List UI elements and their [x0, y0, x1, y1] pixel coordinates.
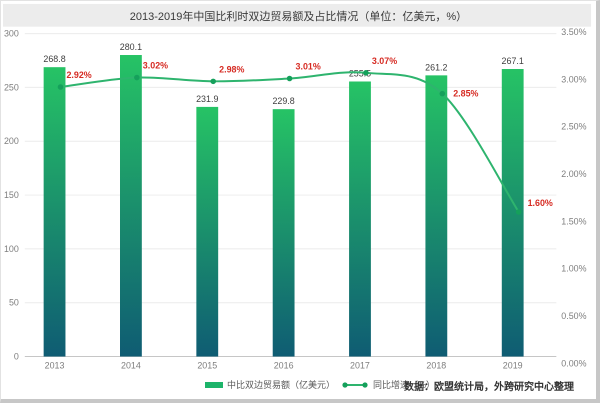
line-point-2019: [515, 209, 522, 215]
right-axis-tick: 3.00%: [561, 74, 586, 84]
line-point-2013: [57, 84, 64, 90]
line-point-2018: [439, 90, 446, 97]
legend-bar-item: 中比双边贸易额（亿美元）: [205, 378, 335, 391]
bar-2015: [196, 106, 219, 357]
year-label: 2017: [350, 360, 370, 370]
bar-value-label: 267.1: [502, 56, 524, 66]
title-bar: 2013-2019年中国比利时双边贸易额及占比情况（单位：亿美元，%）: [3, 4, 594, 27]
year-label: 2015: [197, 360, 217, 370]
right-axis-tick: 2.00%: [561, 169, 586, 179]
right-axis-tick: 3.50%: [561, 27, 586, 37]
left-axis-tick: 50: [9, 298, 19, 308]
line-point-2017: [363, 70, 369, 76]
bar-2018: [425, 75, 448, 357]
pct-label: 2.92%: [66, 70, 91, 80]
right-axis-tick: 2.50%: [561, 122, 586, 132]
pct-label: 3.02%: [143, 61, 168, 71]
bar-swatch-icon: [205, 381, 223, 388]
source-note: 数据：欧盟统计局，外跨研究中心整理: [404, 382, 574, 393]
legend-line-label: 同比增速（%）: [373, 380, 436, 390]
pct-label: 2.98%: [219, 64, 244, 74]
bar-2013: [43, 67, 66, 357]
bar-2016: [272, 109, 295, 357]
right-axis-tick: 0.50%: [561, 311, 586, 321]
right-axis-tick: 0.00%: [561, 358, 586, 368]
legend-items: 中比双边贸易额（亿美元） 同比增速（%）: [205, 378, 435, 391]
line-point-2016: [286, 75, 293, 82]
left-axis-tick: 100: [4, 244, 19, 254]
bar-value-label: 231.9: [196, 94, 218, 104]
pct-label: 3.01%: [296, 62, 321, 72]
right-axis-tick: 1.50%: [561, 216, 586, 226]
bar-value-label: 229.8: [272, 96, 294, 106]
bar-2017: [349, 81, 371, 357]
line-marker-icon: [342, 381, 368, 388]
pct-label: 1.60%: [528, 198, 553, 208]
year-label: 2013: [45, 360, 65, 370]
left-axis-tick: 200: [4, 136, 19, 146]
legend-bar-label: 中比双边贸易额（亿美元）: [227, 380, 336, 390]
line-point-2015: [210, 78, 216, 85]
left-axis-tick: 250: [4, 82, 19, 92]
bar-2019: [501, 69, 524, 357]
trade-chart: 300 250 200 150 100 50 0 3.50% 3.00% 2.50% 2.00% 1.…: [2, 3, 592, 370]
bar-value-label: 255.5: [349, 69, 371, 79]
year-label: 2016: [274, 360, 294, 370]
left-axis-tick: 0: [14, 352, 19, 362]
pct-label: 3.07%: [372, 56, 397, 66]
pct-label: 2.85%: [453, 89, 478, 99]
title-band: [2, 3, 592, 27]
legend-line-item: 同比增速（%）: [341, 378, 435, 391]
line-point-2014: [134, 74, 140, 81]
bar-value-label: 268.8: [43, 54, 65, 64]
year-label: 2019: [503, 360, 523, 370]
legend: 中比双边贸易额（亿美元） 同比增速（%） 数据：欧盟统计局，外跨研究中心整理: [1, 378, 596, 398]
bar-value-label: 280.1: [120, 42, 142, 52]
bar-2014: [120, 55, 142, 357]
year-label: 2014: [121, 360, 141, 370]
left-axis-tick: 300: [4, 29, 19, 39]
bar-value-label: 261.2: [425, 62, 447, 72]
chart-title: 2013-2019年中国比利时双边贸易额及占比情况（单位：亿美元，%）: [129, 10, 468, 23]
year-label: 2018: [426, 360, 446, 370]
right-axis-tick: 1.00%: [561, 264, 586, 274]
left-axis-tick: 150: [4, 190, 19, 200]
